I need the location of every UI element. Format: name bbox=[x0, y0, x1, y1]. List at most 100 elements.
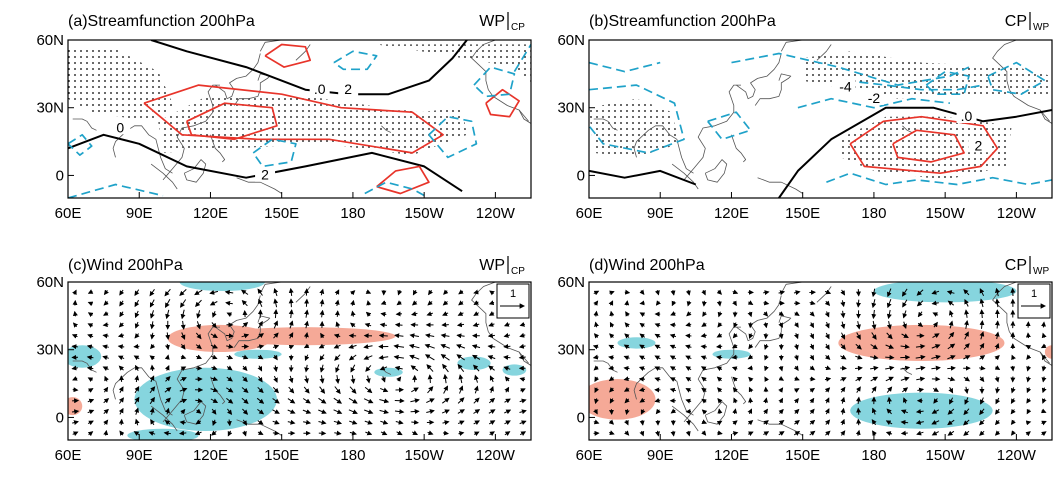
panel-c-wind-vector bbox=[212, 419, 217, 426]
panel-c-wind-vector bbox=[179, 387, 188, 393]
panel-d-wind-vector bbox=[994, 430, 1001, 436]
panel-d-wind-vector bbox=[947, 343, 956, 350]
panel-d-wind-vector bbox=[624, 300, 630, 306]
panel-c-wind-vector bbox=[441, 397, 450, 404]
panel-c-wind-vector bbox=[209, 300, 218, 306]
panel-c-wind-vector bbox=[319, 288, 325, 296]
panel-d-wind-vector bbox=[623, 355, 630, 361]
panel-d-wind-vector bbox=[778, 290, 786, 296]
panel-d-wind-vector bbox=[793, 431, 801, 436]
panel-a-coast-segment bbox=[236, 177, 282, 194]
panel-a-contour-label-bg bbox=[110, 120, 131, 135]
panel-c-wind-vector bbox=[179, 420, 186, 426]
panel-a-ytick-label: 60N bbox=[36, 32, 64, 49]
panel-c-xtick-label: 90E bbox=[126, 447, 153, 464]
panel-a-contour-positive bbox=[264, 43, 312, 68]
panel-d-wind-vector bbox=[748, 322, 754, 329]
panel-c-wind-vector bbox=[489, 375, 495, 383]
panel-b-coast-segment bbox=[683, 84, 741, 181]
panel-d-wind-vector bbox=[995, 287, 1000, 297]
panel-d-wind-vector bbox=[931, 344, 941, 349]
panel-d-wind-vector bbox=[655, 300, 661, 306]
panel-d-wind-vector bbox=[900, 409, 908, 415]
panel-b-contour-negative bbox=[925, 70, 970, 96]
panel-c-wind-vector bbox=[288, 287, 294, 296]
panel-c-wind-vector bbox=[164, 397, 171, 404]
panel-d-wind-vector bbox=[931, 300, 939, 306]
panel-d-wind-vector bbox=[901, 333, 909, 338]
panel-c-wind-vector bbox=[87, 312, 94, 318]
panel-a-contour-positive bbox=[485, 88, 520, 118]
panel-d-wind-vector bbox=[824, 365, 832, 371]
panel-d-wind-vector bbox=[979, 331, 985, 340]
panel-c-wind-vector bbox=[456, 354, 465, 361]
panel-d-wind-vector bbox=[624, 397, 630, 404]
panel-c-wind-vector bbox=[428, 289, 433, 296]
panel-c-wind-vector bbox=[226, 376, 233, 382]
panel-d-wind-vector bbox=[639, 419, 645, 426]
panel-c-wind-vector bbox=[520, 388, 526, 393]
panel-d-wind-vector bbox=[809, 430, 816, 436]
panel-d-wind-vector bbox=[609, 398, 615, 404]
panel-c-wind-vector bbox=[303, 419, 312, 425]
panel-d-wind-vector bbox=[655, 408, 661, 415]
panel-d-wind-vector bbox=[778, 333, 784, 340]
panel-c-wind-vector bbox=[180, 332, 186, 340]
panel-c-wind-vector bbox=[457, 397, 465, 404]
panel-d-reference-label: 1 bbox=[1031, 288, 1037, 300]
panel-c-wind-vector bbox=[365, 311, 372, 317]
panel-c-wind-vector bbox=[503, 332, 511, 338]
panel-b-coast-segment bbox=[633, 125, 694, 174]
panel-b-ytick-label: 60N bbox=[557, 32, 585, 49]
panel-d-wind-vector bbox=[900, 365, 911, 371]
panel-c-wind-vector bbox=[242, 376, 248, 383]
panel-c-wind-vector bbox=[395, 419, 404, 425]
panel-d-xtick-label: 180 bbox=[861, 447, 886, 464]
panel-d-wind-vector bbox=[840, 430, 846, 436]
panel-c-wind-vector bbox=[273, 309, 279, 319]
panel-a-xtick-label: 150E bbox=[264, 205, 299, 222]
panel-c-warm-region bbox=[68, 397, 83, 416]
panel-c-wind-vector bbox=[241, 397, 249, 404]
panel-c-wind-vector bbox=[426, 364, 434, 372]
panel-c-wind-vector bbox=[242, 354, 249, 360]
panel-d-wind-vector bbox=[824, 387, 831, 393]
panel-c-wind-vector bbox=[380, 430, 388, 436]
panel-d-wind-vector bbox=[763, 290, 770, 296]
panel-c-wind-vector bbox=[288, 320, 294, 329]
panel-c-wind-vector bbox=[164, 364, 170, 371]
panel-c-wind-vector bbox=[87, 377, 94, 383]
panel-d-wind-vector bbox=[793, 290, 801, 296]
panel-d-wind-vector bbox=[871, 320, 877, 330]
panel-c-wind-vector bbox=[348, 397, 358, 404]
panel-c-wind-vector bbox=[304, 375, 309, 384]
panel-c-wind-vector bbox=[443, 289, 449, 295]
panel-d-wind-vector bbox=[716, 300, 722, 307]
panel-c-wind-vector bbox=[272, 430, 280, 436]
panel-d-wind-vector bbox=[1010, 419, 1016, 426]
panel-d-wind-vector bbox=[594, 321, 599, 328]
panel-c-wind-vector bbox=[443, 385, 448, 394]
panel-d-wind-vector bbox=[840, 332, 846, 340]
panel-c-wind-vector bbox=[519, 377, 526, 382]
panel-d-wind-vector bbox=[979, 365, 986, 371]
panel-c-wind-vector bbox=[272, 419, 280, 425]
panel-c-wind-vector bbox=[118, 418, 124, 426]
panel-d-wind-vector bbox=[732, 431, 739, 436]
panel-d-wind-vector bbox=[638, 376, 646, 382]
panel-c-xtick-label: 150E bbox=[264, 447, 299, 464]
panel-d-wind-vector bbox=[747, 354, 754, 360]
panel-c-wind-vector bbox=[195, 419, 202, 425]
panel-d-wind-vector bbox=[701, 398, 707, 404]
panel-b-stipple-region bbox=[589, 98, 680, 158]
panel-d-wind-vector bbox=[747, 311, 753, 318]
panel-d-wind-vector bbox=[916, 289, 924, 296]
panel-c-wind-vector bbox=[333, 409, 343, 414]
panel-c-wind-vector bbox=[519, 398, 527, 404]
panel-b-plot: -4 -2 .02 bbox=[589, 40, 1052, 198]
panel-d-wind-vector bbox=[1041, 321, 1047, 328]
panel-a-axes: 60E 90E 120E 150E 180 150W 120W 60N 30N 0 bbox=[36, 32, 515, 222]
panel-c-wind-vector bbox=[379, 409, 389, 415]
panel-c-wind-vector bbox=[133, 355, 140, 361]
panel-d-wind-vector bbox=[1041, 354, 1047, 361]
